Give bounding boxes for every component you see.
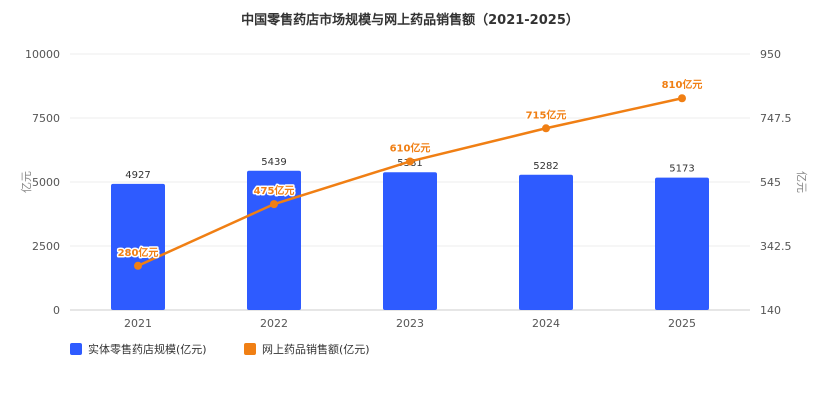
line-data-label: 610亿元	[390, 141, 431, 154]
bar-data-label: 5439	[261, 157, 286, 168]
y-left-tick-label: 2500	[32, 240, 60, 253]
line-point	[406, 157, 414, 166]
line-point	[678, 94, 686, 103]
x-tick-label: 2022	[260, 317, 288, 330]
bar	[247, 170, 301, 310]
bar	[383, 172, 437, 310]
x-tick-label: 2023	[396, 317, 424, 330]
line-data-label: 280亿元	[118, 246, 159, 259]
bar	[655, 177, 709, 310]
y-right-axis-label: 亿元	[795, 171, 808, 193]
legend: 实体零售药店规模(亿元) 网上药品销售额(亿元)	[70, 342, 370, 356]
y-right-tick-label: 140	[760, 304, 781, 317]
x-tick-label: 2025	[668, 317, 696, 330]
legend-swatch-line	[244, 343, 256, 355]
y-right-tick-label: 342.5	[760, 240, 792, 253]
bar-series: 49275439538152825173	[111, 157, 709, 310]
line-data-label: 475亿元	[254, 184, 295, 197]
bar-data-label: 5173	[669, 164, 694, 175]
line-point	[542, 124, 550, 133]
bar-data-label: 5282	[533, 161, 558, 172]
chart-title: 中国零售药店市场规模与网上药品销售额（2021-2025）	[241, 12, 579, 28]
y-left-tick-label: 5000	[32, 176, 60, 189]
y-left-tick-label: 7500	[32, 112, 60, 125]
line-data-label: 810亿元	[662, 78, 703, 91]
line-point	[134, 261, 142, 270]
bar	[519, 174, 573, 310]
line-data-label: 715亿元	[526, 108, 567, 121]
axes: 0 2500 5000 7500 10000 140 342.5 545 747.5 950 202…	[25, 48, 792, 330]
x-tick-label: 2021	[124, 317, 152, 330]
legend-label-line: 网上药品销售额(亿元)	[262, 342, 370, 356]
bar-data-label: 4927	[125, 170, 150, 181]
bar	[111, 183, 165, 310]
y-right-tick-label: 950	[760, 48, 781, 61]
y-right-tick-label: 545	[760, 176, 781, 189]
line-series: 280亿元 475亿元 610亿元 715亿元 810亿元	[116, 77, 704, 270]
y-left-tick-label: 0	[53, 304, 60, 317]
y-right-tick-label: 747.5	[760, 112, 792, 125]
y-left-axis-label: 亿元	[20, 171, 33, 193]
line-point	[270, 200, 278, 209]
legend-swatch-bar	[70, 343, 82, 355]
legend-label-bar: 实体零售药店规模(亿元)	[88, 342, 207, 356]
x-tick-label: 2024	[532, 317, 560, 330]
y-left-tick-label: 10000	[25, 48, 60, 61]
